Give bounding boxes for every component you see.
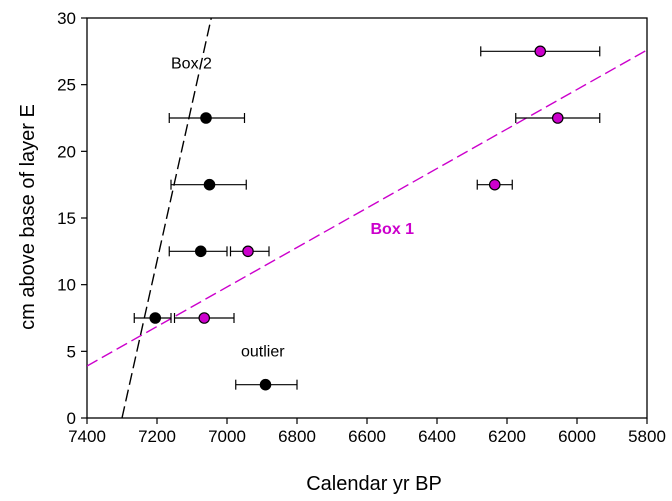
annotation-outlier: outlier bbox=[241, 344, 285, 361]
x-tick-label: 7200 bbox=[138, 427, 176, 446]
point-box2-1 bbox=[203, 178, 216, 191]
y-axis-ticks: 0 5 10 15 20 25 30 bbox=[57, 9, 87, 428]
x-tick-label: 7000 bbox=[208, 427, 246, 446]
x-tick-label: 6600 bbox=[348, 427, 386, 446]
point-box2-2 bbox=[194, 245, 207, 258]
point-box2-3 bbox=[149, 312, 162, 324]
y-axis-title: cm above base of layer E bbox=[17, 104, 39, 330]
point-box1-1 bbox=[551, 112, 564, 124]
point-box1-2 bbox=[488, 178, 501, 191]
x-tick-label: 6400 bbox=[418, 427, 456, 446]
x-axis-ticks: 7400 7200 7000 6800 6600 6400 6200 6000 5800 bbox=[68, 418, 666, 446]
y-tick-label: 25 bbox=[57, 76, 76, 95]
point-box1-4 bbox=[198, 312, 211, 324]
plot-area bbox=[86, 17, 648, 419]
point-box1-0 bbox=[534, 45, 547, 58]
trendline-box2 bbox=[121, 18, 212, 418]
point-box1-3 bbox=[242, 245, 254, 258]
x-tick-label: 6200 bbox=[488, 427, 526, 446]
y-tick-label: 5 bbox=[67, 342, 76, 361]
x-tick-label: 6800 bbox=[278, 427, 316, 446]
trendlines bbox=[87, 18, 647, 418]
y-tick-label: 30 bbox=[57, 9, 76, 28]
annotations: Box 2 Box 1 outlier bbox=[171, 56, 414, 361]
y-tick-label: 15 bbox=[57, 209, 76, 228]
point-box2-0 bbox=[200, 112, 212, 124]
x-tick-label: 6000 bbox=[558, 427, 596, 446]
plot-frame bbox=[86, 17, 648, 419]
y-tick-label: 20 bbox=[57, 142, 76, 161]
trendline-box1 bbox=[87, 49, 647, 367]
annotation-box-1: Box 1 bbox=[371, 221, 415, 238]
x-axis-title: Calendar yr BP bbox=[306, 473, 442, 495]
error-bars bbox=[133, 46, 601, 390]
y-tick-label: 10 bbox=[57, 276, 76, 295]
annotation-box-2: Box 2 bbox=[171, 56, 212, 73]
x-tick-label: 5800 bbox=[628, 427, 666, 446]
data-points bbox=[149, 45, 564, 391]
point-box2-4 bbox=[259, 378, 272, 391]
y-tick-label: 0 bbox=[67, 409, 76, 428]
x-tick-label: 7400 bbox=[68, 427, 106, 446]
